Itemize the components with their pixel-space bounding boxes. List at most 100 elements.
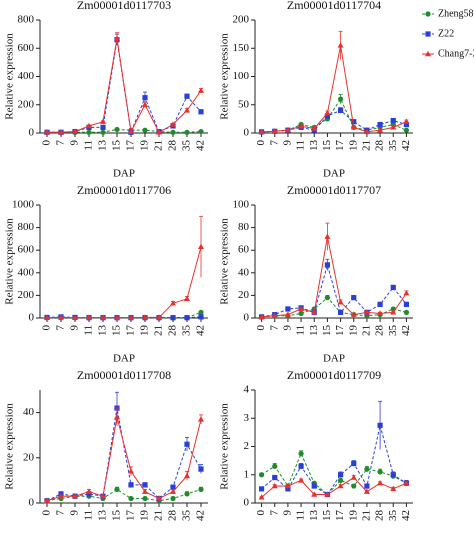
point (86, 488, 92, 494)
series: Chang7-2 (258, 222, 410, 320)
y-tick-label: 0 (29, 127, 35, 139)
x-tick-label: 19 (347, 325, 359, 337)
series-line (261, 476, 407, 498)
point (86, 314, 92, 320)
y-tick-label: 0 (29, 497, 35, 509)
point (184, 107, 190, 113)
x-tick-label: 42 (400, 140, 412, 151)
point (114, 486, 120, 493)
point (272, 463, 278, 469)
point (324, 491, 331, 497)
y-tick-label: 400 (18, 70, 35, 82)
y-tick-label: 40 (238, 266, 250, 278)
point (403, 309, 410, 315)
chart-title: Zm00001d0117703 (77, 0, 171, 12)
point (271, 312, 278, 318)
point (142, 314, 148, 320)
point (58, 129, 64, 135)
point (337, 477, 344, 483)
point (170, 121, 176, 127)
point (403, 301, 410, 308)
chart-title: Zm00001d0117707 (287, 183, 381, 197)
series-line (261, 296, 407, 318)
point (198, 87, 204, 93)
point (311, 125, 318, 131)
y-tick-label: 0 (244, 497, 250, 509)
x-tick-label: 7 (55, 325, 67, 331)
x-tick-label: 35 (181, 510, 193, 522)
point (403, 127, 410, 133)
x-tick-label: 15 (321, 325, 333, 337)
x-tick-label: 17 (334, 510, 346, 522)
point (184, 441, 190, 447)
point (390, 309, 397, 315)
y-tick-label: 40 (23, 406, 35, 418)
series: Zheng58 (258, 294, 410, 320)
point (351, 460, 357, 467)
chart-title: Zm00001d0117704 (287, 0, 381, 12)
x-tick-label: 15 (321, 140, 333, 152)
point (351, 483, 357, 489)
x-tick-label: 28 (167, 140, 179, 152)
point (311, 309, 318, 315)
point (337, 472, 344, 478)
point (170, 315, 176, 321)
point (128, 468, 134, 474)
point (284, 126, 291, 133)
x-tick-label: 11 (295, 140, 307, 151)
x-tick-label: 15 (111, 140, 123, 152)
point (100, 493, 106, 499)
x-tick-label: 35 (387, 140, 399, 152)
x-tick-label: 11 (295, 325, 307, 336)
point (258, 472, 265, 478)
point (198, 109, 204, 115)
series-line (261, 263, 407, 318)
chart-title: Zm00001d0117709 (287, 368, 381, 382)
point (198, 314, 204, 320)
point (100, 124, 106, 130)
x-tick-label: 7 (268, 325, 280, 331)
x-tick-label: 28 (167, 510, 179, 522)
point (114, 126, 120, 133)
x-tick-label: 11 (83, 325, 95, 336)
point (311, 491, 318, 497)
point (184, 93, 190, 99)
y-tick-label: 100 (233, 199, 250, 211)
point (403, 289, 410, 296)
y-axis-label: Relative expression (4, 403, 16, 490)
panel: Zm00001d0117704 Relative expression DAP 0 50… (219, 0, 413, 180)
point (351, 295, 357, 301)
x-tick-label: 9 (69, 140, 81, 146)
x-tick-label: 19 (139, 140, 151, 152)
x-tick-label: 0 (41, 140, 53, 146)
point (271, 482, 278, 489)
panel: Zm00001d0117703 Relative expression DAP 0 20… (4, 0, 208, 180)
point (198, 309, 204, 315)
point (142, 101, 148, 107)
x-tick-label: 28 (374, 325, 386, 337)
point (184, 491, 190, 497)
x-tick-label: 28 (374, 510, 386, 522)
point (72, 314, 78, 320)
x-tick-label: 17 (334, 140, 346, 152)
point (377, 469, 383, 475)
x-axis-label: DAP (323, 353, 345, 365)
point (364, 466, 370, 472)
series: Z22 (44, 391, 204, 504)
point (198, 243, 204, 250)
point (390, 117, 396, 124)
x-tick-label: 21 (153, 325, 165, 336)
x-tick-label: 0 (255, 325, 267, 331)
point (284, 482, 291, 489)
point (258, 128, 265, 135)
series-line (261, 236, 407, 318)
y-tick-label: 800 (18, 14, 35, 26)
legend-label: Chang7-2 (438, 48, 474, 59)
point (156, 314, 162, 320)
point (298, 123, 305, 129)
x-tick-label: 19 (347, 140, 359, 152)
x-tick-label: 9 (69, 325, 81, 331)
y-axis-label: Relative expression (4, 218, 16, 305)
